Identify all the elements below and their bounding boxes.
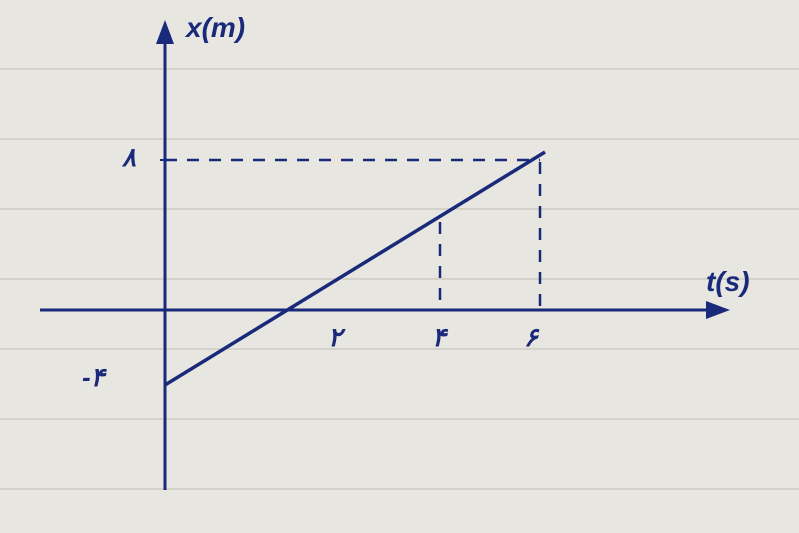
y-axis-arrow-icon bbox=[156, 20, 174, 44]
x-axis-arrow-icon bbox=[706, 301, 730, 319]
x-tick-label-2: ٢ bbox=[328, 322, 342, 353]
chart-svg bbox=[0, 0, 799, 528]
x-tick-label-4: ۴ bbox=[432, 322, 446, 353]
x-tick-label-6: ۶ bbox=[524, 322, 538, 353]
data-line bbox=[165, 152, 545, 385]
y-axis-label: x(m) bbox=[186, 12, 245, 44]
position-time-chart: x(m) t(s) ٢ ۴ ۶ ٨ -۴ bbox=[0, 0, 799, 528]
y-tick-label-8: ٨ bbox=[122, 142, 136, 173]
y-tick-label-neg4: -۴ bbox=[82, 362, 105, 393]
x-axis-label: t(s) bbox=[706, 266, 750, 298]
